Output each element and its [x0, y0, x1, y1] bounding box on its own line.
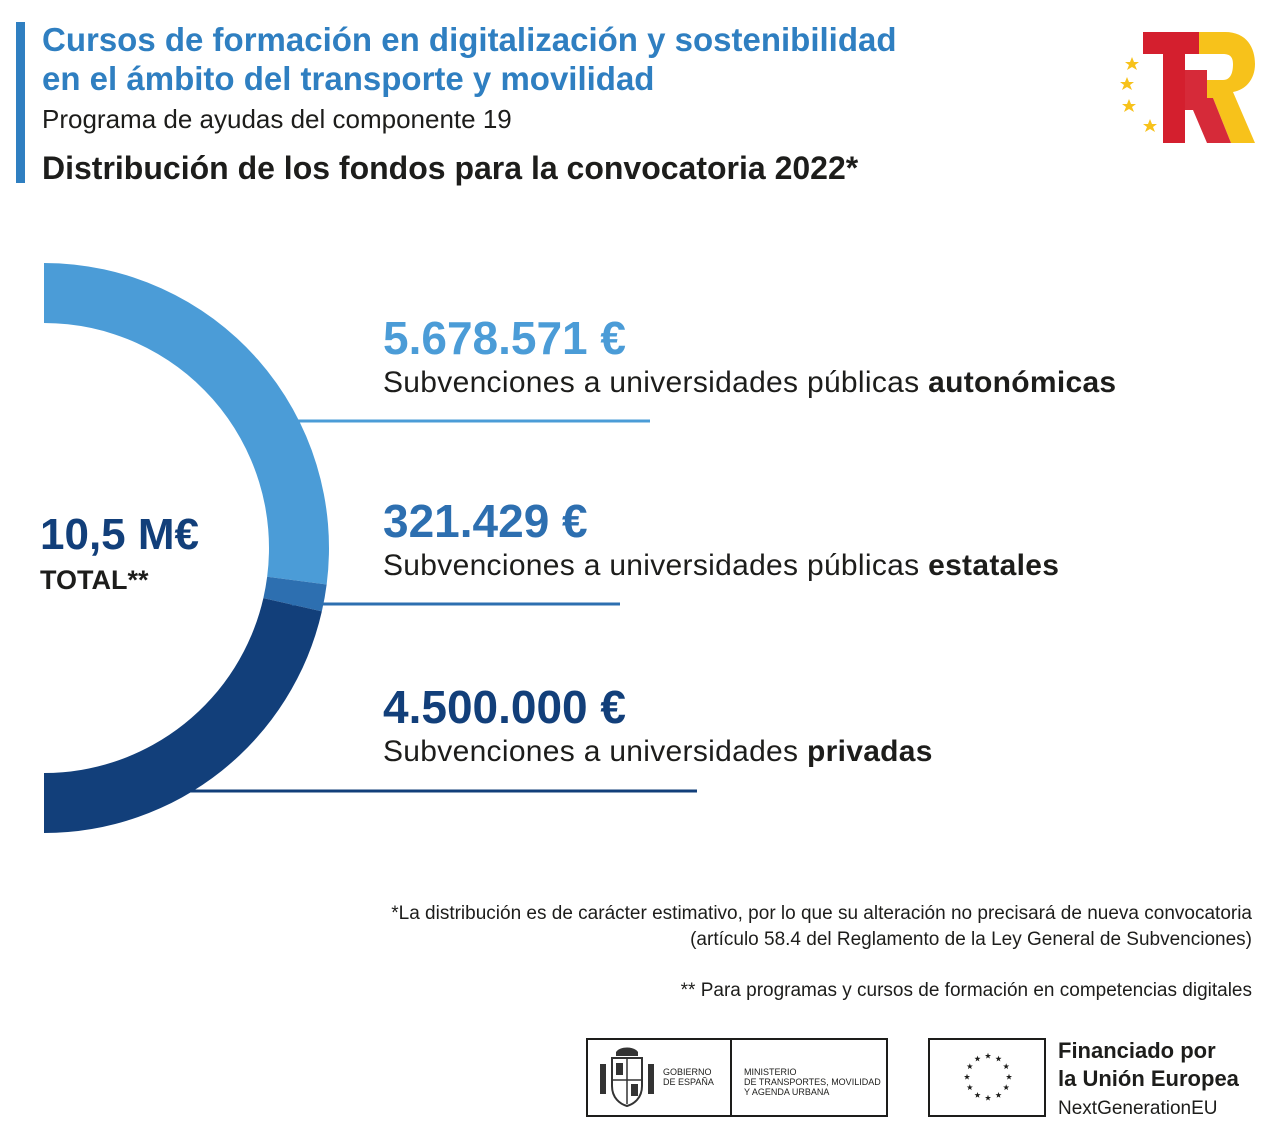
desc-estatales-prefix: Subvenciones a universidades públicas	[383, 549, 929, 582]
footnote-1-line-2: (artículo 58.4 del Reglamento de la Ley …	[690, 929, 1252, 950]
eu-star-icon	[1003, 1084, 1010, 1091]
eu-flag-box	[928, 1038, 1046, 1117]
next-generation-eu: NextGenerationEU	[1058, 1098, 1218, 1119]
page-title: Cursos de formación en digitalización y …	[42, 20, 1092, 98]
eu-star-icon	[995, 1091, 1002, 1098]
amount-privadas: 4.500.000 €	[383, 681, 627, 733]
tr-logo-icon	[1120, 32, 1255, 143]
ministry-line-1: MINISTERIO	[744, 1067, 797, 1077]
footnote-2: ** Para programas y cursos de formación …	[680, 980, 1252, 1001]
government-logo-box	[586, 1038, 888, 1117]
eu-funding-line-1: Financiado por	[1058, 1038, 1216, 1063]
desc-privadas: Subvenciones a universidades privadas	[383, 735, 933, 769]
desc-estatales-bold: estatales	[928, 549, 1060, 582]
desc-autonomicas-bold: autonómicas	[928, 366, 1117, 399]
title-line-2: en el ámbito del transporte y movilidad	[42, 60, 655, 97]
eu-star-icon	[963, 1073, 971, 1080]
ministry-text: MINISTERIO DE TRANSPORTES, MOVILIDAD Y A…	[744, 1067, 881, 1097]
donut-chart	[44, 263, 697, 833]
coat-of-arms-icon	[600, 1047, 654, 1108]
eu-star-icon	[984, 1052, 992, 1059]
eu-funding-line-2: la Unión Europea	[1058, 1066, 1239, 1091]
accent-bar	[16, 22, 25, 183]
chart-heading: Distribución de los fondos para la convo…	[42, 150, 859, 186]
eu-flag-icon	[963, 1052, 1013, 1101]
desc-privadas-bold: privadas	[806, 735, 933, 768]
slice-autonomicas	[44, 263, 329, 585]
title-line-1: Cursos de formación en digitalización y …	[42, 21, 897, 58]
eu-star-icon	[1003, 1063, 1010, 1070]
desc-estatales: Subvenciones a universidades públicas es…	[383, 549, 1059, 583]
ministry-line-3: Y AGENDA URBANA	[744, 1087, 830, 1097]
eu-star-icon	[1005, 1073, 1013, 1080]
eu-star-icon	[966, 1063, 973, 1070]
amount-estatales: 321.429 €	[383, 495, 588, 547]
total-value: 10,5 M€	[40, 510, 199, 559]
eu-star-icon	[974, 1055, 981, 1062]
desc-autonomicas-prefix: Subvenciones a universidades públicas	[383, 366, 929, 399]
eu-star-icon	[984, 1094, 992, 1101]
government-text: GOBIERNO DE ESPAÑA	[663, 1067, 714, 1087]
gov-line-1: GOBIERNO	[663, 1067, 712, 1077]
desc-autonomicas: Subvenciones a universidades públicas au…	[383, 366, 1116, 400]
eu-star-icon	[995, 1055, 1002, 1062]
total-label: TOTAL**	[40, 565, 149, 595]
amount-autonomicas: 5.678.571 €	[383, 312, 627, 364]
gov-line-2: DE ESPAÑA	[663, 1077, 714, 1087]
government-logo-divider	[730, 1040, 732, 1115]
footnote-1-line-1: *La distribución es de carácter estimati…	[391, 903, 1252, 924]
eu-star-icon	[974, 1091, 981, 1098]
page-subtitle: Programa de ayudas del componente 19	[42, 104, 512, 134]
ministry-line-2: DE TRANSPORTES, MOVILIDAD	[744, 1077, 881, 1087]
desc-privadas-prefix: Subvenciones a universidades	[383, 735, 807, 768]
slice-privadas	[44, 598, 322, 833]
eu-star-icon	[966, 1084, 973, 1091]
